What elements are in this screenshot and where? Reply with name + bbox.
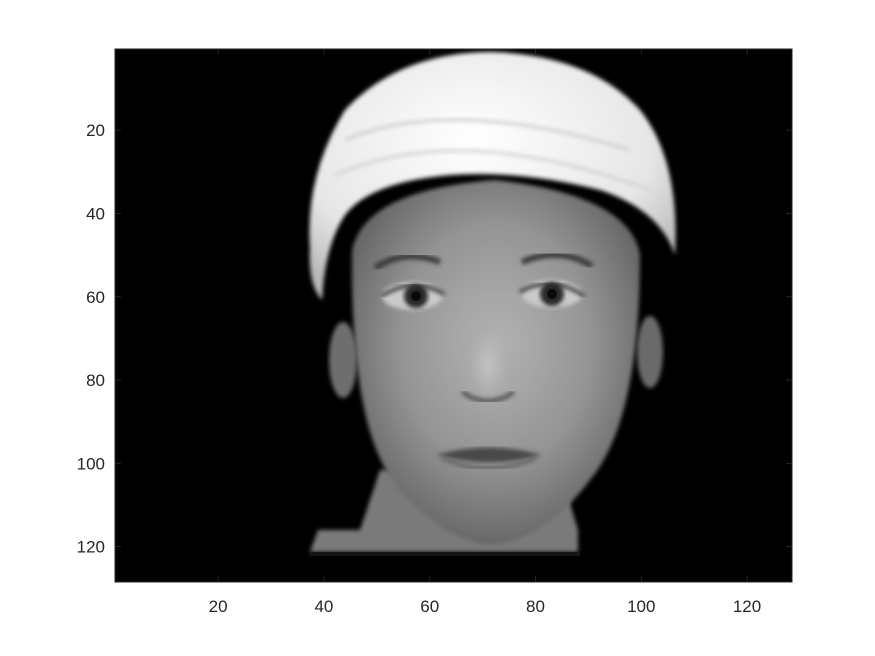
y-tick-label: 60 (86, 288, 105, 307)
image-area (115, 49, 792, 582)
axes: 20 40 60 80 100 120 20 40 60 80 100 120 (77, 48, 793, 616)
y-tick-label: 80 (86, 371, 105, 390)
y-tick-label: 20 (86, 121, 105, 140)
y-tick-label: 40 (86, 204, 105, 223)
face-image (309, 52, 676, 556)
x-ticks: 20 40 60 80 100 120 (209, 49, 761, 616)
y-tick-label: 100 (77, 454, 105, 473)
x-tick-label: 120 (733, 597, 761, 616)
x-tick-label: 20 (209, 597, 228, 616)
x-tick-label: 40 (314, 597, 333, 616)
x-tick-label: 80 (526, 597, 545, 616)
x-tick-label: 60 (420, 597, 439, 616)
y-tick-label: 120 (77, 538, 105, 557)
y-ticks: 20 40 60 80 100 120 (77, 121, 792, 557)
x-tick-label: 100 (627, 597, 655, 616)
